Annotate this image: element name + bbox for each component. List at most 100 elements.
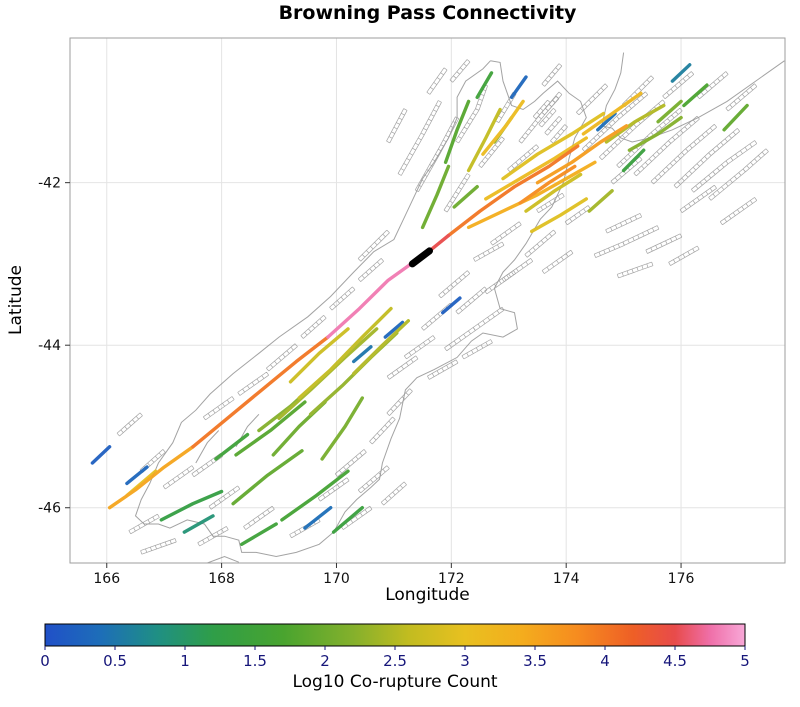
rupture-trace (420, 164, 451, 230)
rupture-trace (90, 445, 112, 465)
x-tick-label: 170 (323, 571, 350, 587)
fault-ladder (501, 258, 534, 282)
rupture-trace (722, 103, 749, 132)
colorbar-tick-label: 1 (180, 652, 190, 670)
fault-ladder (404, 335, 436, 360)
fault-ladder (633, 115, 700, 177)
x-tick-label: 176 (668, 571, 695, 587)
fault-ladder (140, 538, 177, 555)
fault-ladder (581, 91, 649, 152)
fault-ladder (334, 449, 367, 477)
axis-ticks (65, 182, 682, 568)
coastline (601, 52, 625, 126)
rupture-trace (656, 99, 683, 124)
fault-ladder (340, 505, 373, 530)
fault-ladder (357, 465, 390, 494)
x-tick-label: 174 (553, 571, 580, 587)
fault-ladder (541, 63, 563, 87)
fault-ladder (455, 286, 488, 315)
rupture-traces (90, 63, 749, 546)
fault-ladder (616, 261, 654, 279)
colorbar-tick-label: 3 (460, 652, 470, 670)
fault-ladder (380, 481, 407, 506)
x-tick-label: 168 (208, 571, 235, 587)
rupture-trace (484, 136, 588, 201)
rupture-trace (191, 335, 330, 449)
colorbar-tick-label: 2.5 (383, 652, 407, 670)
fault-ladder (605, 213, 643, 234)
colorbar-tick-label: 0 (40, 652, 50, 670)
y-tick-label: -46 (38, 501, 61, 517)
colorbar-gradient (45, 624, 745, 646)
fault-ladder (593, 241, 625, 258)
chart-title: Browning Pass Connectivity (278, 2, 577, 24)
rupture-trace (297, 306, 393, 400)
rupture-trace (441, 296, 462, 315)
fault-ladder (386, 108, 408, 144)
colorbar-ticks (44, 646, 746, 650)
plot-area (70, 38, 785, 563)
browning-pass-highlight (408, 247, 433, 268)
rupture-trace (320, 396, 364, 461)
fault-ladder (386, 388, 413, 416)
rupture-trace (596, 111, 617, 132)
fault-ladder (550, 124, 568, 144)
axes-box (69, 37, 786, 564)
background-faults (116, 59, 769, 555)
fault-ladder (369, 416, 396, 445)
rupture-trace (125, 465, 149, 486)
fault-ladder (128, 513, 160, 535)
y-tick-label: -44 (38, 338, 61, 354)
fault-ladder (645, 233, 683, 254)
colorbar-tick-label: 4.5 (663, 652, 687, 670)
fault-ladder (576, 83, 608, 116)
fault-ladder (197, 526, 229, 547)
fault-ladder (673, 128, 740, 189)
fault-ladder (300, 315, 327, 339)
rupture-trace (288, 327, 350, 384)
fault-ladder (449, 59, 471, 83)
rupture-trace (587, 189, 614, 213)
rupture-trace (621, 148, 646, 173)
fault-ladder (490, 221, 522, 246)
rupture-trace (231, 449, 304, 506)
rupture-trace (530, 197, 588, 234)
fault-ladder (725, 83, 758, 112)
fault-ladder (662, 71, 695, 100)
rupture-trace (214, 432, 250, 461)
fault-ladder (524, 229, 557, 258)
rupture-trace (466, 107, 502, 173)
fault-ladder (329, 286, 356, 311)
rupture-trace (682, 83, 709, 108)
axis-tick-labels: 166 168 170 172 174 176 -46 -44 -42 (38, 176, 694, 587)
rupture-trace (326, 262, 413, 339)
coastline (195, 430, 220, 464)
rupture-trace (481, 99, 525, 156)
y-axis-label: Latitude (6, 265, 26, 335)
fault-ladder (438, 270, 471, 299)
fault-ladder (541, 95, 560, 116)
rupture-trace (182, 514, 215, 534)
rupture-trace (331, 506, 364, 534)
fault-ladder (478, 136, 505, 168)
fault-ladder (484, 270, 516, 295)
fault-ladder (397, 100, 442, 176)
fault-ladder (455, 84, 488, 144)
colorbar-tick-labels: 0 0.5 1 1.5 2 2.5 3 3.5 4 4.5 5 (40, 652, 750, 670)
rupture-trace (240, 522, 278, 546)
fault-ladder (461, 339, 493, 360)
colorbar-tick-label: 1.5 (243, 652, 267, 670)
rupture-trace (581, 91, 643, 136)
coastline (207, 555, 239, 563)
rupture-trace (280, 469, 350, 522)
fault-ladder (650, 124, 717, 185)
rupture-trace (443, 99, 471, 164)
fault-ladder (679, 184, 717, 213)
fault-ladder (507, 144, 539, 173)
rupture-trace (383, 320, 405, 339)
map-layer (90, 52, 785, 563)
fault-ladder (266, 343, 298, 372)
y-tick-label: -42 (38, 176, 61, 192)
x-tick-label: 166 (93, 571, 120, 587)
